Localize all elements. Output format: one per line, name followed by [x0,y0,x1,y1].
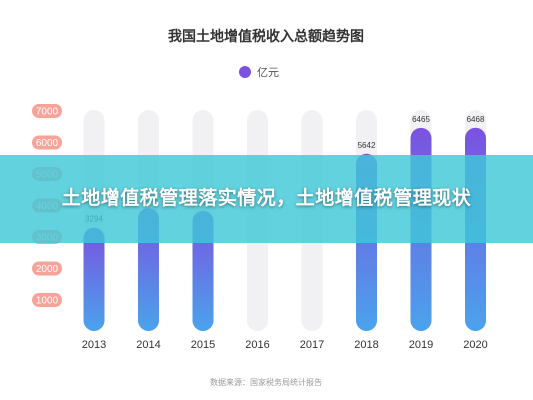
y-tick-badge [32,135,62,150]
x-tick-label: 2019 [409,339,433,351]
x-tick-label: 2020 [463,339,487,351]
y-tick: 1000 [32,293,62,307]
y-tick-badge [32,104,62,118]
y-tick-badge [32,261,62,276]
x-tick-label: 2014 [136,339,160,351]
source-note: 数据来源：国家税务局统计报告 [210,377,322,387]
legend-marker [239,66,251,78]
y-tick: 2000 [32,261,62,276]
banner-title: 土地增值税管理落实情况，土地增值税管理现状 [61,188,472,209]
chart-title: 我国土地增值税收入总额趋势图 [168,28,364,44]
data-label: 6465 [412,115,430,124]
y-tick: 7000 [32,104,62,118]
y-tick-label: 2000 [36,264,59,275]
y-tick-label: 6000 [36,138,59,149]
y-tick: 6000 [32,135,62,150]
data-label: 5642 [358,141,376,150]
y-tick-label: 1000 [36,296,59,307]
x-tick-label: 2015 [191,339,215,351]
x-tick-label: 2016 [245,339,269,351]
data-label: 6468 [467,115,485,124]
y-tick-label: 7000 [36,107,59,118]
overlay-banner: 土地增值税管理落实情况，土地增值税管理现状 [0,155,533,243]
x-tick-label: 2017 [300,339,324,351]
x-tick-label: 2013 [82,339,106,351]
x-axis: 2013 2014 2015 2016 2017 2018 2019 2020 [82,339,488,351]
legend: 亿元 [239,66,279,79]
x-tick-label: 2018 [354,339,378,351]
bar [83,227,105,331]
y-tick-badge [32,293,62,307]
legend-label: 亿元 [257,66,279,79]
